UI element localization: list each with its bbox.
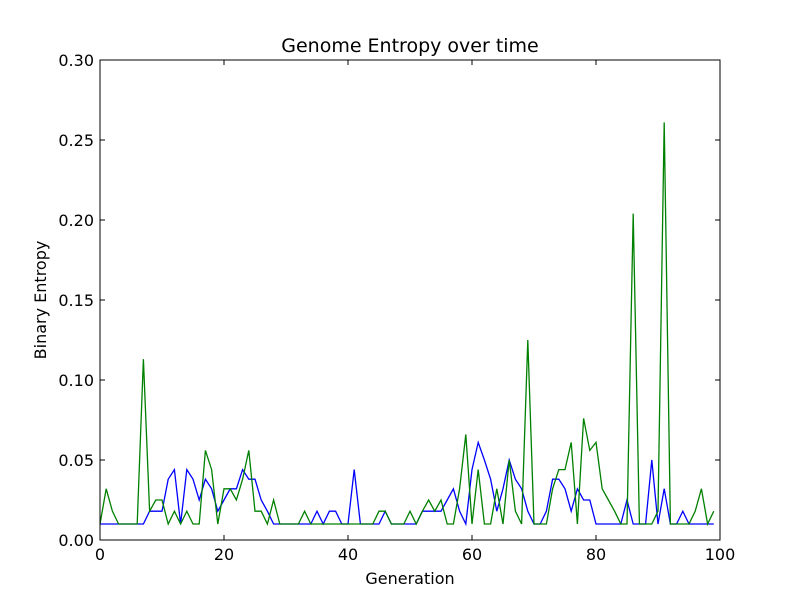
x-tick-label: 100	[705, 545, 736, 564]
plot-area	[100, 60, 720, 540]
series-line-2	[99, 122, 715, 527]
chart-title: Genome Entropy over time	[281, 35, 539, 57]
y-tick-label: 0.15	[58, 291, 94, 310]
x-axis: 0 20 40 60 80 100	[95, 60, 735, 564]
x-tick-label: 40	[338, 545, 358, 564]
y-tick-label: 0.00	[58, 531, 94, 550]
y-tick-label: 0.30	[58, 51, 94, 70]
y-tick-label: 0.20	[58, 211, 94, 230]
x-axis-title: Generation	[365, 569, 454, 588]
y-axis: 0.00 0.05 0.10 0.15 0.20 0.25 0.30	[58, 51, 720, 550]
y-tick-label: 0.10	[58, 371, 94, 390]
x-tick-label: 80	[586, 545, 606, 564]
y-tick-label: 0.05	[58, 451, 94, 470]
x-tick-label: 20	[214, 545, 234, 564]
y-tick-label: 0.25	[58, 131, 94, 150]
x-tick-label: 0	[95, 545, 105, 564]
x-tick-label: 60	[462, 545, 482, 564]
y-axis-title: Binary Entropy	[31, 241, 50, 360]
series-layer	[99, 122, 715, 527]
